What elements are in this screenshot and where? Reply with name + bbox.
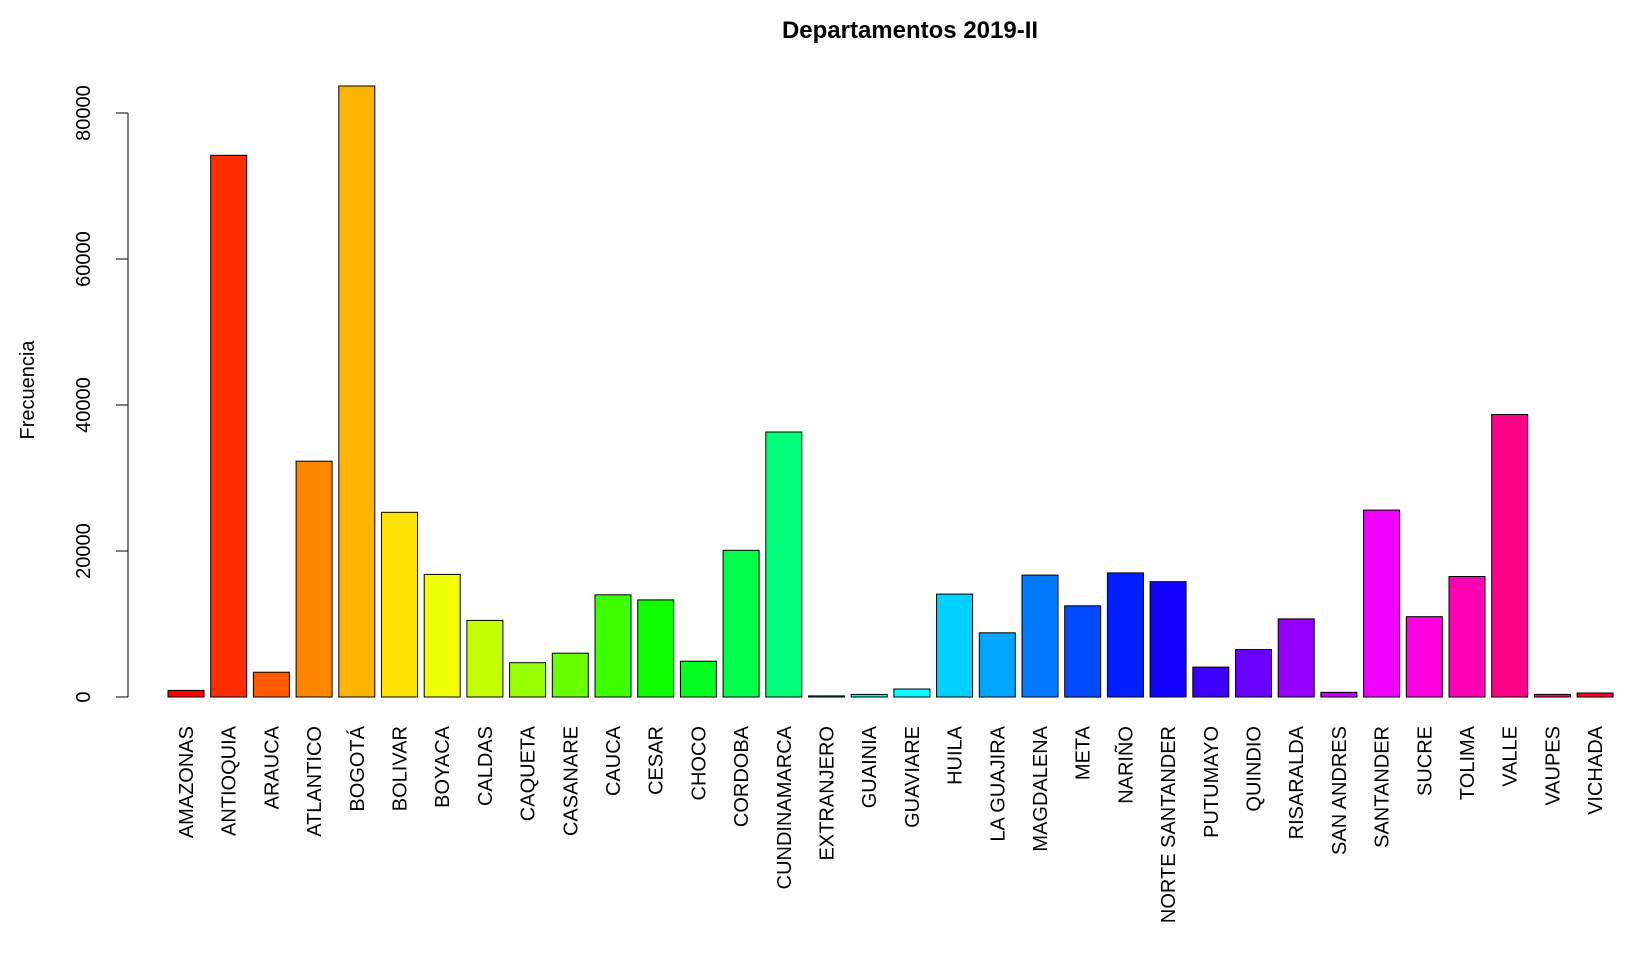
x-tick-label: HUILA xyxy=(945,725,967,785)
y-tick-label: 40000 xyxy=(73,377,95,433)
bar xyxy=(1277,618,1315,698)
bar xyxy=(1192,666,1230,698)
bar xyxy=(1235,649,1272,698)
bar xyxy=(1363,509,1401,698)
x-tick-label: NORTE SANTANDER xyxy=(1158,726,1180,923)
x-tick-label: VAUPES xyxy=(1542,726,1564,806)
bar xyxy=(381,511,418,698)
x-tick-label: NARIÑO xyxy=(1113,726,1137,804)
bars xyxy=(167,85,1614,698)
x-tick-label: CAQUETA xyxy=(518,725,540,821)
x-tick-label: META xyxy=(1073,725,1095,780)
y-tick-label: 80000 xyxy=(73,85,95,141)
bar xyxy=(594,594,632,698)
x-tick-label: GUAINIA xyxy=(859,725,881,808)
bar xyxy=(551,652,589,698)
x-tick-label: EXTRANJERO xyxy=(817,726,839,860)
x-tick-label: ARAUCA xyxy=(261,725,283,809)
bar xyxy=(1149,581,1187,698)
y-axis-label: Frecuencia xyxy=(17,340,39,440)
bar xyxy=(1106,572,1144,698)
x-tick-label: BOYACA xyxy=(432,725,454,808)
x-tick-label: CALDAS xyxy=(475,726,497,806)
x-tick-label: CAUCA xyxy=(603,725,625,796)
bar xyxy=(466,619,504,698)
x-tick-label: CUNDINAMARCA xyxy=(774,725,796,889)
bar xyxy=(722,549,760,698)
bar xyxy=(295,460,333,698)
bar xyxy=(765,431,803,698)
x-tick-label: QUINDIO xyxy=(1244,726,1266,812)
bar xyxy=(936,593,974,698)
x-tick-label: BOLIVAR xyxy=(390,726,412,811)
bar xyxy=(167,689,205,698)
x-tick-label: SUCRE xyxy=(1414,726,1436,796)
y-axis: 0 20000 40000 60000 80000 xyxy=(73,85,129,703)
bar xyxy=(1064,605,1102,698)
x-tick-label: SAN ANDRES xyxy=(1329,726,1351,855)
x-tick-label: CHOCO xyxy=(688,726,710,800)
x-tick-label: LA GUAJIRA xyxy=(987,725,1009,841)
x-tick-label: ATLANTICO xyxy=(304,726,326,837)
bar xyxy=(1491,414,1529,698)
bar xyxy=(637,599,675,698)
x-tick-label: GUAVIARE xyxy=(902,726,924,828)
bar xyxy=(808,695,845,698)
bar xyxy=(850,693,888,698)
bar xyxy=(1021,574,1059,698)
x-tick-label: VICHADA xyxy=(1585,725,1607,815)
x-axis-labels: AMAZONAS ANTIOQUIA ARAUCA ATLANTICO BOGOTÁ BO… xyxy=(176,725,1607,923)
x-tick-label: MAGDALENA xyxy=(1030,725,1052,851)
bar xyxy=(252,671,290,698)
bar xyxy=(978,632,1016,698)
x-tick-label: VALLE xyxy=(1500,726,1522,787)
bar xyxy=(509,662,547,698)
y-tick-label: 0 xyxy=(73,691,95,702)
bar xyxy=(1320,691,1358,698)
x-tick-label: TOLIMA xyxy=(1457,725,1479,800)
bar xyxy=(679,660,717,698)
x-tick-label: CASANARE xyxy=(560,726,582,836)
bar xyxy=(1448,576,1486,698)
x-tick-label: AMAZONAS xyxy=(176,726,198,838)
x-tick-label: BOGOTÁ xyxy=(346,725,369,811)
x-tick-label: PUTUMAYO xyxy=(1201,726,1223,838)
bar xyxy=(1533,693,1571,698)
x-tick-label: CORDOBA xyxy=(731,725,753,827)
bar xyxy=(338,85,376,698)
bar xyxy=(1405,616,1443,698)
bar xyxy=(893,688,931,698)
bar xyxy=(1576,692,1614,698)
x-tick-label: CESAR xyxy=(646,726,668,795)
y-tick-label: 20000 xyxy=(73,523,95,579)
x-tick-label: SANTANDER xyxy=(1372,726,1394,848)
y-tick-label: 60000 xyxy=(73,231,95,287)
chart-title: Departamentos 2019-II xyxy=(782,17,1038,44)
bar xyxy=(423,573,461,698)
x-tick-label: RISARALDA xyxy=(1286,725,1308,839)
bar xyxy=(210,154,248,698)
x-tick-label: ANTIOQUIA xyxy=(219,725,241,836)
